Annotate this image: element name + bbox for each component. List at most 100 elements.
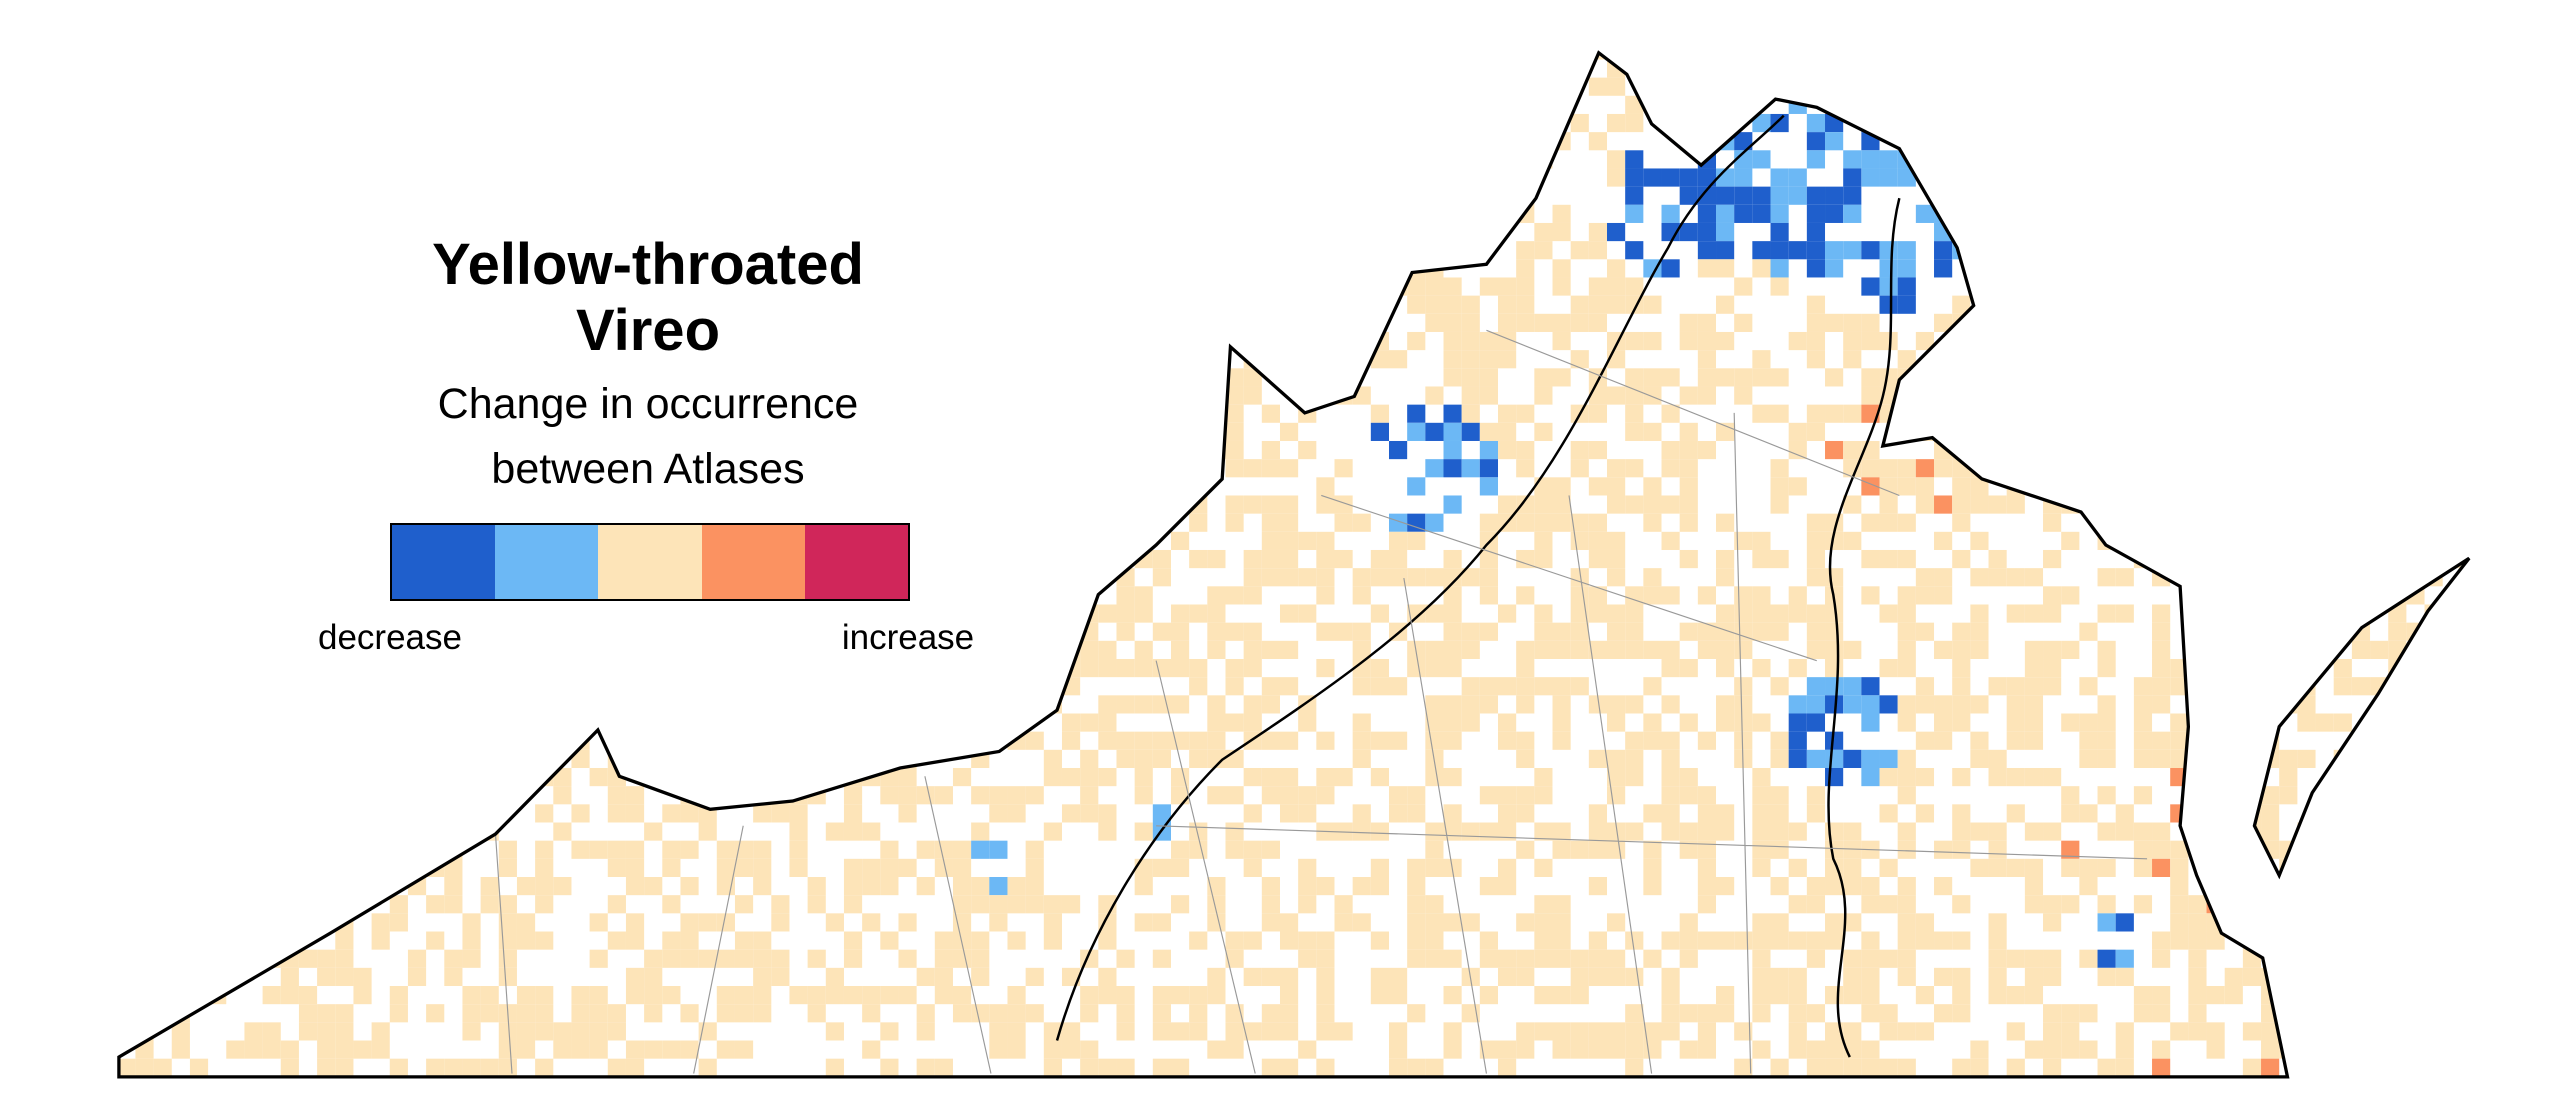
cell [898,949,917,968]
cell [771,59,790,78]
cell [1934,150,1953,169]
cell [2170,895,2189,914]
cell [2115,59,2134,78]
cell [1625,113,1644,133]
cell [589,95,608,114]
cell [1498,295,1517,314]
cell [1207,95,1226,114]
cell [2315,840,2334,859]
cell [118,350,136,369]
cell [825,1022,844,1041]
cell [317,895,336,914]
cell [1461,913,1480,932]
cell [1370,259,1389,278]
cell [1352,658,1371,678]
cell [825,52,844,60]
cell [1897,259,1916,278]
cell [1461,422,1480,441]
cell [135,658,154,678]
cell [1279,350,1299,369]
cell [1825,132,1844,151]
cell [1334,549,1353,569]
cell [335,931,354,950]
cell [2170,113,2189,133]
cell [880,876,899,896]
cell [553,822,572,841]
cell [1825,658,1844,678]
cell [2261,622,2280,641]
cell [1098,713,1117,732]
cell [1861,549,1880,569]
cell [1061,59,1081,78]
cell [2043,822,2062,841]
cell [2279,604,2298,623]
cell [1116,586,1135,605]
cell [2043,150,2062,169]
cell [1025,477,1044,496]
cell [607,1058,626,1077]
cell [1425,386,1444,405]
cell [589,986,608,1005]
cell [862,1004,881,1023]
cell [2061,459,2080,478]
cell [662,858,681,877]
cell [1279,186,1299,205]
cell [1026,1077,1044,1095]
cell [480,150,499,169]
cell [734,786,754,805]
cell [716,786,735,805]
cell [1516,1040,1535,1059]
cell [2333,186,2352,205]
cell [2224,549,2243,569]
cell [1843,331,1862,351]
cell [1770,477,1789,496]
cell [1697,895,1717,914]
cell [2351,568,2371,587]
cell [1952,640,1971,659]
cell [2351,222,2371,242]
cell [1661,404,1680,423]
cell [1679,459,1698,478]
cell [1806,1004,1826,1023]
cell [2115,913,2134,932]
cell [226,313,245,332]
cell [753,967,772,987]
cell [1134,604,1153,623]
cell [1988,495,2007,514]
cell [1043,350,1062,369]
cell [189,459,209,478]
cell [1443,713,1462,732]
cell [1879,113,1898,133]
cell [2315,459,2334,478]
cell [2406,1040,2425,1059]
cell [1152,804,1171,823]
cell [2333,568,2352,587]
cell [971,967,990,987]
cell [662,77,681,96]
cell [2206,767,2225,787]
cell [952,986,972,1005]
cell [2043,604,2062,623]
cell [1625,331,1644,351]
cell [880,52,899,60]
cell [662,1040,681,1059]
cell [2442,440,2461,460]
cell [1443,913,1462,932]
cell [553,876,572,896]
cell [1352,204,1371,223]
cell [2043,1040,2062,1059]
cell [753,713,772,732]
cell [317,386,336,405]
cell [1407,931,1426,950]
cell [1261,77,1280,96]
cell [734,986,754,1005]
cell [1025,895,1044,914]
cell [1334,622,1353,641]
cell [2297,949,2316,968]
cell [1243,313,1262,332]
cell [1170,767,1190,787]
cell [644,52,663,60]
cell [2315,786,2334,805]
cell [2170,368,2189,387]
cell [1825,241,1844,260]
